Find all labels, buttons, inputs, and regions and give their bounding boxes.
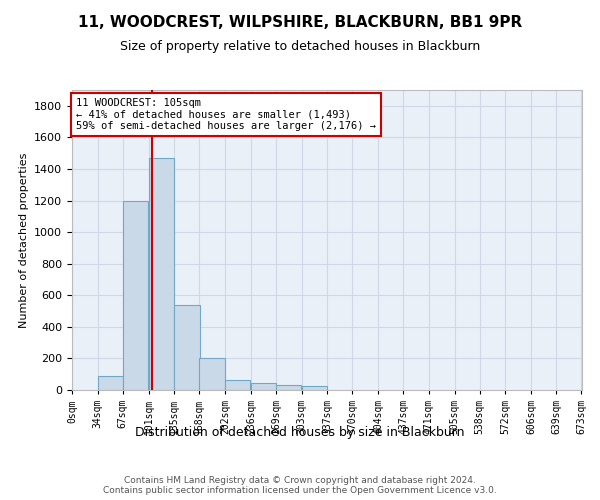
Bar <box>199 358 224 390</box>
Text: Contains HM Land Registry data © Crown copyright and database right 2024.
Contai: Contains HM Land Registry data © Crown c… <box>103 476 497 495</box>
Bar <box>251 383 276 390</box>
Y-axis label: Number of detached properties: Number of detached properties <box>19 152 29 328</box>
Bar <box>123 200 148 390</box>
Bar <box>149 158 174 390</box>
Text: 11, WOODCREST, WILPSHIRE, BLACKBURN, BB1 9PR: 11, WOODCREST, WILPSHIRE, BLACKBURN, BB1… <box>78 15 522 30</box>
Bar <box>98 376 123 390</box>
Text: Distribution of detached houses by size in Blackburn: Distribution of detached houses by size … <box>135 426 465 439</box>
Bar <box>302 386 327 390</box>
Text: Size of property relative to detached houses in Blackburn: Size of property relative to detached ho… <box>120 40 480 53</box>
Text: 11 WOODCREST: 105sqm
← 41% of detached houses are smaller (1,493)
59% of semi-de: 11 WOODCREST: 105sqm ← 41% of detached h… <box>76 98 376 131</box>
Bar <box>175 304 200 390</box>
Bar <box>276 385 301 390</box>
Bar <box>225 380 250 390</box>
